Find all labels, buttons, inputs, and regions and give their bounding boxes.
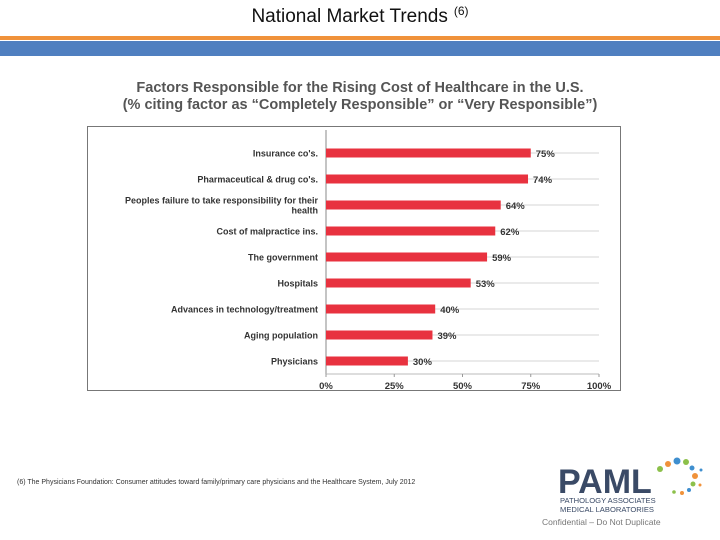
bar xyxy=(326,356,408,366)
logo-dots-icon xyxy=(657,457,703,495)
category-label: Physicians xyxy=(271,357,318,367)
logo-line1: PATHOLOGY ASSOCIATES xyxy=(560,496,656,505)
header-band-blue xyxy=(0,41,720,56)
chart-subtitle: (% citing factor as “Completely Responsi… xyxy=(122,97,598,113)
x-tick-label: 75% xyxy=(521,381,541,391)
category-label: Hospitals xyxy=(277,279,318,289)
bar xyxy=(326,174,529,184)
logo-wordmark: PAML xyxy=(558,463,652,501)
bar xyxy=(326,148,531,158)
title-reference: (6) xyxy=(453,4,469,18)
category-label: Peoples failure to take responsibility f… xyxy=(125,196,319,206)
bar xyxy=(326,226,496,236)
data-label: 75% xyxy=(536,149,556,160)
source-footnote: (6) The Physicians Foundation: Consumer … xyxy=(17,479,416,486)
x-tick-label: 50% xyxy=(453,381,473,391)
confidential-note: Confidential – Do Not Duplicate xyxy=(542,517,661,527)
logo-line2: MEDICAL LABORATORIES xyxy=(560,505,654,514)
bar xyxy=(326,200,501,210)
x-tick-label: 100% xyxy=(587,381,612,391)
category-label: Cost of malpractice ins. xyxy=(216,227,318,237)
slide-title: National Market Trends (6) xyxy=(0,4,720,28)
data-label: 62% xyxy=(500,227,520,238)
bar xyxy=(326,278,471,288)
bar xyxy=(326,330,433,340)
data-label: 74% xyxy=(533,175,553,186)
category-label: health xyxy=(291,206,318,216)
paml-logo: PAML PATHOLOGY ASSOCIATES MEDICAL LABORA… xyxy=(558,457,703,514)
data-label: 39% xyxy=(437,331,457,342)
category-label: Advances in technology/treatment xyxy=(171,305,318,315)
data-label: 64% xyxy=(506,201,526,212)
bar-chart: 75% Insurance co's. 74% Pharmaceutical & dr… xyxy=(87,126,621,391)
chart-title: Factors Responsible for the Rising Cost … xyxy=(136,80,584,96)
category-label: Pharmaceutical & drug co's. xyxy=(197,175,318,185)
data-label: 30% xyxy=(413,357,433,368)
header-band-orange xyxy=(0,36,720,40)
x-tick-label: 25% xyxy=(385,381,405,391)
data-label: 59% xyxy=(492,253,512,264)
data-label: 53% xyxy=(476,279,496,290)
category-label: Insurance co's. xyxy=(253,149,318,159)
x-tick-label: 0% xyxy=(319,381,333,391)
category-label: The government xyxy=(248,253,318,263)
bar xyxy=(326,304,436,314)
category-label: Aging population xyxy=(244,331,318,341)
chart-heading: Factors Responsible for the Rising Cost … xyxy=(90,80,630,114)
slide-title-text: National Market Trends xyxy=(251,6,448,27)
data-label: 40% xyxy=(440,305,460,316)
bar xyxy=(326,252,488,262)
